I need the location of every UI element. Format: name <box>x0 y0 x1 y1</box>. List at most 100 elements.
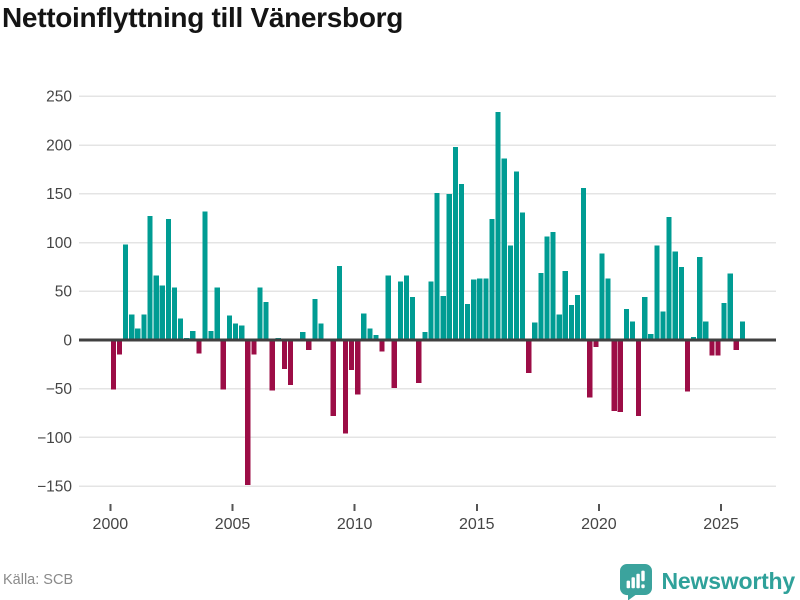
logo-bar-small <box>626 580 630 589</box>
bar-2001-q4 <box>153 275 159 340</box>
bar-2008-q2 <box>312 299 318 340</box>
bar-2011-q3 <box>391 340 397 388</box>
bar-2012-q4 <box>422 332 428 340</box>
bar-2008-q1 <box>306 340 312 350</box>
bar-2020-q3 <box>611 340 617 412</box>
y-axis-label: −100 <box>37 430 72 447</box>
brand-name: Newsworthy <box>661 568 796 594</box>
bar-2019-q2 <box>581 187 587 340</box>
bar-2015-q3 <box>489 219 495 340</box>
bar-2021-q3 <box>636 340 642 417</box>
bar-2022-q1 <box>648 334 654 340</box>
bar-2019-q4 <box>593 340 599 347</box>
bar-2018-q3 <box>562 270 568 340</box>
logo-exclamation-bar <box>640 570 645 582</box>
bar-2014-q2 <box>458 184 465 340</box>
bar-2025-q2 <box>727 273 733 340</box>
bar-2006-q3 <box>269 340 275 391</box>
bar-2005-q1 <box>232 323 239 340</box>
bar-2022-q2 <box>654 245 660 340</box>
bar-2018-q2 <box>556 314 562 340</box>
bar-2012-q3 <box>416 340 422 383</box>
bar-2017-q2 <box>532 322 538 340</box>
bar-2009-q4 <box>348 340 355 371</box>
bar-2025-q4 <box>739 321 746 340</box>
bar-2020-q4 <box>617 340 623 413</box>
y-axis-label: 100 <box>46 235 72 252</box>
y-axis-label: 200 <box>46 137 72 154</box>
bar-2023-q1 <box>672 251 678 340</box>
bar-2020-q1 <box>599 253 605 340</box>
bar-2022-q3 <box>660 311 666 340</box>
bar-2014-q4 <box>471 279 477 340</box>
bar-2007-q1 <box>281 340 287 370</box>
bar-2004-q4 <box>226 315 233 340</box>
bar-2020-q2 <box>605 278 611 340</box>
y-axis-label: 0 <box>63 332 72 349</box>
bar-2017-q4 <box>544 236 550 340</box>
bar-2009-q1 <box>330 340 336 417</box>
bar-2018-q1 <box>550 231 556 340</box>
bar-2015-q1 <box>477 278 483 340</box>
bar-2008-q3 <box>318 323 324 340</box>
x-axis-label: 2010 <box>337 516 373 533</box>
y-axis-label: 50 <box>55 284 73 301</box>
bar-2002-q1 <box>159 285 165 340</box>
x-axis-label: 2005 <box>215 516 251 533</box>
bar-2013-q1 <box>428 281 434 340</box>
bar-2004-q1 <box>208 331 214 340</box>
bar-2001-q1 <box>135 328 141 340</box>
bar-2025-q1 <box>721 302 727 340</box>
bar-2015-q2 <box>483 278 489 340</box>
logo-bar-medium <box>631 577 635 589</box>
bar-2012-q2 <box>410 297 416 340</box>
bar-2024-q2 <box>703 321 709 340</box>
bar-2001-q2 <box>141 314 147 340</box>
bar-2021-q1 <box>623 308 629 340</box>
bar-2023-q3 <box>684 340 691 392</box>
bar-2011-q4 <box>397 281 404 340</box>
bar-2003-q4 <box>202 211 208 340</box>
brand-lockup: Newsworthy <box>619 563 795 600</box>
bar-2000-q4 <box>129 314 135 340</box>
bar-2021-q2 <box>629 321 636 340</box>
bar-2005-q4 <box>251 340 257 355</box>
bar-2002-q4 <box>177 318 184 340</box>
bar-2016-q4 <box>519 212 526 340</box>
bar-2012-q1 <box>403 275 410 340</box>
y-axis-label: 150 <box>46 186 72 203</box>
bar-2017-q3 <box>538 272 544 340</box>
bar-2000-q3 <box>123 244 129 340</box>
bar-2015-q4 <box>495 111 501 340</box>
bar-2007-q4 <box>300 332 306 340</box>
bar-2006-q2 <box>263 301 269 340</box>
bar-2010-q4 <box>373 335 379 340</box>
bar-2006-q1 <box>257 287 263 340</box>
chart-title: Nettoinflyttning till Vänersborg <box>2 2 404 33</box>
bar-2005-q2 <box>239 325 245 340</box>
bar-2022-q4 <box>666 217 672 340</box>
bar-2001-q3 <box>147 216 153 340</box>
bar-2004-q3 <box>220 340 226 390</box>
bar-2010-q2 <box>361 313 367 340</box>
y-axis-label: 250 <box>46 89 72 106</box>
bar-2019-q3 <box>587 340 593 398</box>
bar-2025-q3 <box>733 340 739 350</box>
logo-bar-tall <box>635 573 640 589</box>
bar-2014-q3 <box>465 303 471 340</box>
logo-exclamation-dot <box>640 584 645 589</box>
bar-2016-q2 <box>507 245 513 340</box>
bar-2024-q3 <box>709 340 715 356</box>
y-axis-label: −150 <box>37 478 72 495</box>
bar-2013-q3 <box>440 296 446 340</box>
bar-2010-q3 <box>367 328 373 340</box>
bar-2003-q3 <box>196 340 202 354</box>
newsworthy-logo-icon <box>619 564 652 600</box>
bar-2009-q2 <box>336 265 342 340</box>
bar-2011-q1 <box>379 340 385 352</box>
bar-2018-q4 <box>568 304 575 340</box>
x-axis-label: 2000 <box>93 516 129 533</box>
bar-2014-q1 <box>452 147 458 340</box>
bar-2002-q3 <box>171 287 178 340</box>
